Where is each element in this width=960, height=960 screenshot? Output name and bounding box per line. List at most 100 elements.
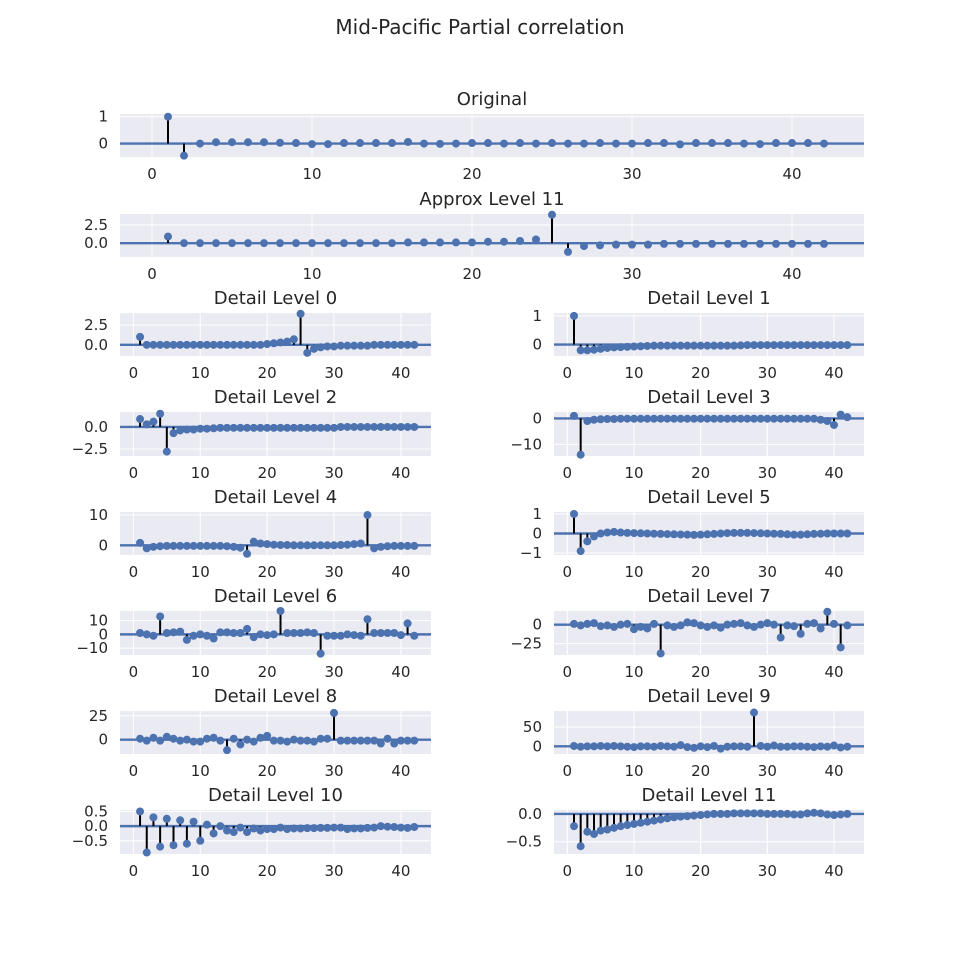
data-point — [209, 541, 218, 550]
data-point — [336, 823, 345, 832]
data-point — [142, 340, 151, 349]
data-point — [756, 341, 765, 350]
plot-area — [120, 114, 864, 157]
data-point — [708, 139, 716, 148]
data-point — [229, 629, 238, 637]
data-point — [596, 241, 604, 250]
data-point — [142, 736, 151, 745]
data-point — [770, 341, 778, 350]
data-point — [283, 541, 292, 550]
data-point — [292, 139, 300, 148]
data-point — [363, 823, 372, 832]
data-point — [670, 742, 678, 751]
data-point — [803, 809, 812, 818]
data-point — [580, 242, 588, 251]
data-point — [136, 538, 145, 547]
data-point — [776, 529, 785, 538]
data-point — [590, 829, 598, 838]
data-point — [670, 414, 678, 423]
data-point — [149, 631, 158, 640]
plot-area — [554, 611, 864, 655]
data-point — [283, 337, 292, 346]
data-point — [776, 742, 785, 751]
data-point — [189, 817, 198, 826]
data-point — [236, 543, 245, 552]
data-point — [376, 542, 385, 551]
data-point — [643, 414, 652, 423]
x-tick-label: 20 — [258, 364, 277, 382]
data-point — [343, 630, 352, 639]
data-point — [323, 541, 332, 550]
data-point — [616, 414, 625, 423]
data-point — [256, 733, 265, 742]
data-point — [283, 825, 292, 834]
data-point — [710, 741, 718, 750]
data-point — [162, 629, 171, 637]
data-point — [820, 239, 828, 248]
data-point — [770, 741, 778, 750]
data-point — [390, 541, 399, 550]
data-point — [243, 828, 252, 836]
data-point — [823, 607, 832, 616]
data-point — [703, 810, 712, 819]
data-point — [323, 631, 332, 640]
data-point — [330, 342, 339, 351]
x-tick-label: 0 — [563, 563, 573, 581]
data-point — [136, 807, 145, 816]
data-point — [216, 340, 225, 349]
panel-detail-level-1: 0 10 20 30 40 0 1 Detail Level 1 — [532, 288, 864, 382]
data-point — [743, 621, 752, 630]
data-point — [763, 414, 772, 423]
panel-title: Detail Level 5 — [647, 487, 770, 508]
data-point — [202, 820, 211, 829]
data-point — [316, 343, 325, 352]
data-point — [623, 528, 632, 537]
data-point — [176, 541, 185, 550]
data-point — [783, 530, 792, 539]
data-point — [770, 529, 778, 538]
data-point — [156, 842, 165, 851]
data-point — [228, 239, 236, 248]
x-tick-label: 10 — [191, 663, 210, 681]
data-point — [643, 742, 652, 751]
data-point — [324, 140, 332, 149]
panel-title: Detail Level 6 — [214, 586, 337, 607]
plot-area — [120, 214, 864, 257]
data-point — [636, 622, 645, 631]
y-tick-label: 10 — [89, 612, 108, 630]
data-point — [336, 736, 345, 745]
data-point — [843, 341, 852, 350]
data-point — [236, 823, 245, 832]
x-tick-label: 30 — [758, 862, 777, 880]
data-point — [710, 341, 718, 350]
data-point — [162, 447, 171, 456]
data-point — [202, 541, 211, 550]
data-point — [309, 737, 318, 746]
data-point — [670, 530, 678, 539]
data-point — [532, 139, 540, 148]
data-point — [356, 736, 365, 745]
data-point — [363, 341, 372, 350]
y-tick-label: 1 — [98, 108, 108, 126]
data-point — [136, 415, 145, 424]
data-point — [156, 736, 165, 745]
data-point — [383, 422, 392, 431]
data-point — [410, 631, 419, 640]
data-point — [783, 621, 792, 630]
x-tick-label: 10 — [191, 364, 210, 382]
data-point — [590, 345, 598, 354]
data-point — [696, 811, 705, 820]
y-tick-label: 0 — [98, 536, 108, 554]
x-tick-label: 30 — [324, 464, 343, 482]
data-point — [670, 341, 678, 350]
data-point — [269, 825, 278, 834]
x-tick-label: 10 — [624, 464, 643, 482]
panel-detail-level-10: 0 10 20 30 40 −0.50.00.5 Detail Level 10 — [72, 785, 431, 880]
data-point — [816, 529, 825, 538]
data-point — [309, 344, 318, 353]
data-point — [610, 622, 618, 631]
data-point — [350, 422, 359, 431]
data-point — [692, 139, 700, 148]
data-point — [212, 138, 220, 147]
data-point — [603, 621, 612, 630]
